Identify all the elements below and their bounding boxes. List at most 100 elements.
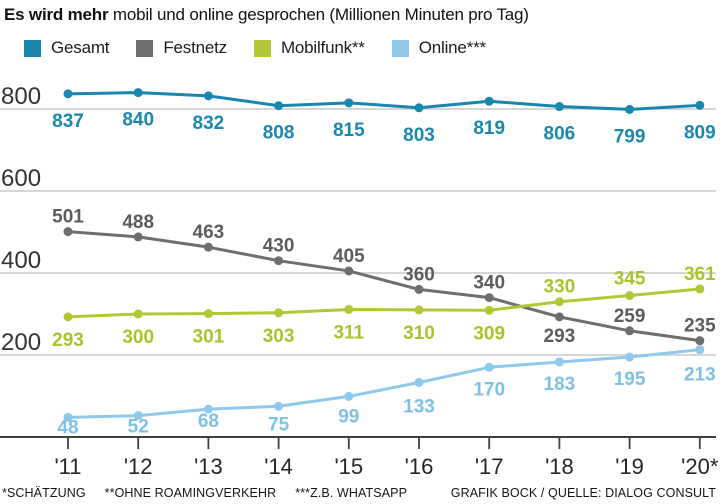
value-label: 68 [198,411,219,432]
value-label: 303 [263,326,295,347]
data-point [625,291,635,301]
chart-title: Es wird mehr mobil und online gesprochen… [4,5,529,25]
value-label: 52 [128,417,149,438]
data-point [344,98,354,108]
value-label: 803 [403,125,435,146]
series-line-online [66,348,702,419]
x-axis-tick-label: '19 [615,454,644,479]
value-label: 293 [52,330,84,351]
data-point [344,266,354,276]
data-point [625,104,635,114]
data-point [274,401,284,411]
data-point [554,357,564,367]
data-point [344,304,354,314]
legend-swatch-mobilfunk [253,39,271,57]
legend-item-gesamt: Gesamt [24,38,110,58]
legend-label-festnetz: Festnetz [163,38,227,57]
data-point [203,309,213,319]
value-label: 832 [193,113,225,134]
y-axis-tick-label: 800 [1,83,41,110]
data-point [484,293,494,303]
value-label: 235 [684,316,716,337]
chart-title-rest: mobil und online gesprochen (Millionen M… [108,5,529,24]
value-label: 48 [57,417,78,438]
data-point [554,102,564,112]
line-chart: 200 400 600 800 '11 '12 '13 '14 '15 '16 '17 '18 '19 '… [0,83,719,479]
data-point [133,411,143,421]
value-label: 75 [268,414,290,435]
data-point [63,412,73,422]
series-line-mobilfunk [66,287,702,319]
data-point [695,100,705,110]
value-label: 809 [684,122,716,143]
y-axis-tick-label: 200 [1,329,41,356]
data-point [274,308,284,318]
chart-footer: *SCHÄTZUNG **OHNE ROAMINGVERKEHR ***Z.B.… [0,486,720,500]
value-label: 293 [544,326,576,347]
x-axis-tick-label: '16 [405,454,434,479]
legend-label-online: Online*** [418,38,486,57]
footnote-schaetzung: *SCHÄTZUNG [2,486,86,500]
data-point [625,326,635,336]
value-label: 340 [473,273,505,294]
value-label: 311 [333,322,364,343]
data-point [484,362,494,372]
data-point [554,312,564,322]
value-label: 99 [338,406,359,427]
x-axis-tick-label: '20* [681,454,719,479]
legend-item-online: Online*** [391,38,486,58]
value-label: 330 [544,277,576,298]
data-point [695,345,705,355]
series-line-festnetz [66,230,702,343]
source-credit: GRAFIK BOCK / QUELLE: DIALOG CONSULT [450,486,716,500]
data-point [274,256,284,266]
series-line-gesamt [66,91,702,111]
value-label: 815 [333,120,365,141]
footnotes: *SCHÄTZUNG **OHNE ROAMINGVERKEHR ***Z.B.… [2,486,407,500]
data-point [695,336,705,346]
value-label: 840 [122,110,154,131]
data-point [484,96,494,106]
value-label: 799 [614,126,646,147]
data-point [414,103,424,113]
data-point [203,404,213,414]
legend-label-gesamt: Gesamt [51,38,110,57]
data-point [203,242,213,252]
value-label: 819 [473,118,505,139]
value-label: 133 [403,396,435,417]
x-axis-tick-label: '12 [124,454,153,479]
legend-item-festnetz: Festnetz [136,38,227,58]
value-label: 501 [52,207,84,228]
legend-swatch-festnetz [136,39,154,57]
value-label: 808 [263,123,295,144]
value-label: 259 [614,306,646,327]
legend-item-mobilfunk: Mobilfunk** [253,38,365,58]
value-label: 195 [614,369,646,390]
data-point [414,377,424,387]
data-point [554,297,564,307]
x-axis-tick-label: '11 [54,454,81,479]
data-point [414,305,424,315]
y-axis-tick-label: 400 [1,247,41,274]
value-label: 213 [684,365,716,386]
data-point [63,227,73,237]
value-label: 170 [473,379,505,400]
value-label: 310 [403,323,435,344]
data-point [274,101,284,111]
x-axis-tick-label: '18 [545,454,574,479]
data-point [625,352,635,362]
value-label: 309 [473,323,505,344]
legend-label-mobilfunk: Mobilfunk** [280,38,365,57]
data-point [133,232,143,242]
value-label: 463 [193,222,225,243]
value-label: 345 [614,269,646,290]
legend-swatch-gesamt [24,39,41,57]
data-point [695,284,705,294]
value-label: 361 [684,264,716,285]
data-point [344,391,354,401]
x-axis-tick-label: '14 [264,454,293,479]
value-label: 300 [122,327,154,348]
data-point [63,312,73,322]
data-point [133,309,143,319]
value-label: 488 [122,212,154,233]
